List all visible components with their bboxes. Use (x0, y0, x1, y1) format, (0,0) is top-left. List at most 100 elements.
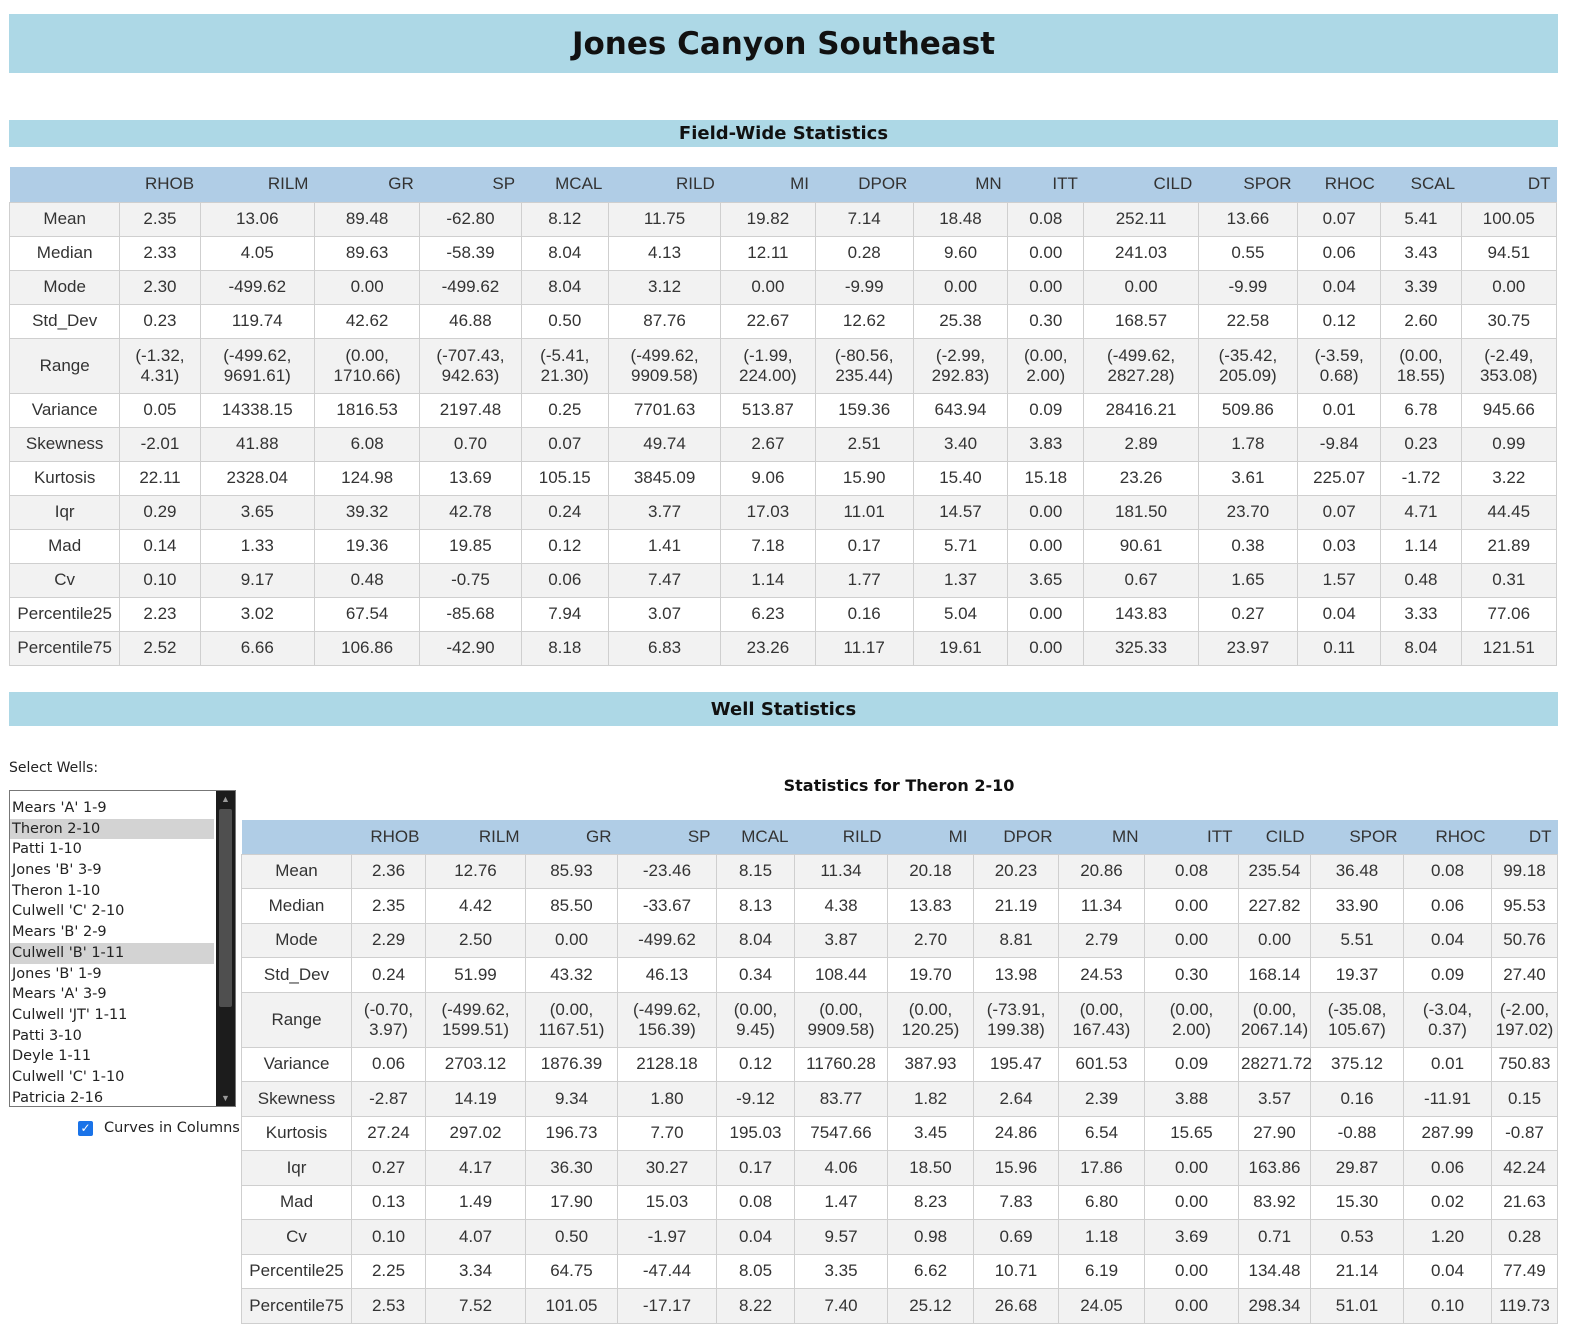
well-table-cell: 6.80 (1058, 1184, 1145, 1220)
well-table-cell: 7547.66 (794, 1115, 888, 1151)
well-table-cell: 0.01 (1403, 1046, 1492, 1082)
well-table-cell: 8.22 (716, 1288, 795, 1324)
well-option[interactable]: Mears 'B' 2-9 (12, 924, 107, 941)
well-option[interactable]: Culwell 'JT' 1-11 (12, 1006, 128, 1023)
field-table-cell: 121.51 (1460, 630, 1558, 666)
well-table-cell: 3.87 (794, 922, 888, 958)
field-table-range-part: (-499.62, (630, 345, 699, 365)
well-table-column-header: CILD (1238, 820, 1311, 854)
field-table-cell: 1.14 (720, 562, 816, 598)
well-option[interactable]: Jones 'B' 1-9 (12, 965, 102, 982)
well-table-cell: 0.69 (973, 1219, 1059, 1255)
well-option[interactable]: Patti 3-10 (12, 1027, 82, 1044)
field-table-cell: (-2.49, 353.08) (1460, 337, 1558, 394)
well-option[interactable]: Mears 'A' 1-9 (12, 800, 107, 816)
field-table-range-part: 21.30) (540, 365, 589, 385)
field-table-cell: 106.86 (313, 630, 421, 666)
field-table-cell: 5.41 (1380, 201, 1462, 237)
well-table-range-part: (-35.08, (1327, 999, 1387, 1019)
well-table-range-part: 2.00) (1172, 1019, 1211, 1039)
field-table-cell: 0.29 (119, 494, 201, 530)
field-table-cell: 3.39 (1380, 269, 1462, 305)
well-table-cell: 8.15 (716, 853, 795, 889)
field-table-cell: 0.24 (520, 494, 609, 530)
well-option[interactable]: Theron 2-10 (10, 818, 214, 840)
well-table-cell: 20.23 (973, 853, 1059, 889)
field-table-cell: 0.31 (1460, 562, 1558, 598)
field-table-cell: 90.61 (1083, 528, 1199, 564)
field-table-cell: 2.30 (119, 269, 201, 305)
well-option[interactable]: Culwell 'B' 1-11 (10, 942, 214, 964)
field-table-cell: 0.48 (313, 562, 421, 598)
field-table-cell: 0.10 (119, 562, 201, 598)
field-table-range-part: 4.31) (140, 365, 180, 385)
field-table-cell: 9.06 (720, 460, 816, 496)
well-option[interactable]: Deyle 1-11 (12, 1048, 92, 1065)
well-table-cell: 0.04 (1403, 1253, 1492, 1289)
field-table-cell: 4.71 (1380, 494, 1462, 530)
field-table-cell: 1816.53 (313, 392, 421, 428)
field-table-cell: 225.07 (1297, 460, 1382, 496)
field-table-cell: 17.03 (720, 494, 816, 530)
field-table-cell: 15.90 (814, 460, 914, 496)
well-table-cell: 1.18 (1058, 1219, 1145, 1255)
field-table-cell: 12.11 (720, 235, 816, 271)
well-option[interactable]: Jones 'B' 3-9 (12, 862, 102, 879)
field-table-cell: (0.00, 1710.66) (313, 337, 421, 394)
well-table-cell: 64.75 (525, 1253, 618, 1289)
well-table-cell: 101.05 (525, 1288, 618, 1324)
field-table-cell: 39.32 (313, 494, 421, 530)
field-table-cell: 0.14 (119, 528, 201, 564)
field-table-cell: 0.07 (1297, 494, 1382, 530)
curves-in-columns-checkbox[interactable]: ✓ (78, 1120, 93, 1136)
well-table-cell: 12.76 (425, 853, 526, 889)
well-table-cell: (0.00, 120.25) (887, 991, 974, 1048)
field-table-cell: 168.57 (1083, 303, 1199, 339)
well-table-cell: 26.68 (973, 1288, 1059, 1324)
field-table-cell: 14338.15 (199, 392, 315, 428)
well-table-row: Median 2.35 4.42 85.50 -33.67 8.13 4.38 13.83 21… (241, 888, 1558, 924)
field-table-cell: 1.57 (1297, 562, 1382, 598)
field-table-cell: 643.94 (912, 392, 1009, 428)
well-table-cell: 21.19 (973, 888, 1059, 924)
well-list-scrollbar[interactable]: ▲ ▼ (216, 791, 235, 1106)
field-table-cell: 15.40 (912, 460, 1009, 496)
field-table-cell: -499.62 (199, 269, 315, 305)
well-table-cell: 168.14 (1238, 957, 1311, 993)
field-table-cell: 6.83 (607, 630, 722, 666)
field-table-cell: 0.55 (1197, 235, 1299, 271)
well-table-cell: 0.17 (716, 1150, 795, 1186)
field-table-cell: 0.25 (520, 392, 609, 428)
field-table-range-part: 18.55) (1396, 365, 1446, 385)
well-table-cell: 95.53 (1491, 888, 1558, 924)
well-option[interactable]: Culwell 'C' 2-10 (12, 903, 125, 920)
well-statistics-heading: Well Statistics (9, 692, 1558, 726)
field-table-cell: (-3.59, 0.68) (1297, 337, 1382, 394)
well-table-column-header: ITT (1144, 820, 1239, 854)
scroll-down-arrow-icon[interactable]: ▼ (221, 1093, 230, 1103)
field-table-cell: (-80.56, 235.44) (814, 337, 914, 394)
field-table-cell: 42.78 (419, 494, 522, 530)
scroll-thumb[interactable] (219, 809, 232, 1007)
well-table-cell: 2.50 (425, 922, 526, 958)
scroll-up-arrow-icon[interactable]: ▲ (221, 794, 230, 804)
well-option[interactable]: Patricia 2-16 (12, 1089, 104, 1106)
field-table-cell: 0.04 (1297, 269, 1382, 305)
field-table-range-part: 2827.28) (1107, 365, 1175, 385)
well-table-cell: 1.20 (1403, 1219, 1492, 1255)
well-option[interactable]: Theron 1-10 (12, 882, 101, 899)
field-table-cell: -42.90 (419, 630, 522, 666)
field-table-cell: (0.00, 18.55) (1380, 337, 1462, 394)
well-option[interactable]: Patti 1-10 (12, 841, 82, 858)
field-table-cell: 159.36 (814, 392, 914, 428)
well-option[interactable]: Culwell 'C' 1-10 (12, 1068, 125, 1085)
well-option[interactable]: Mears 'A' 3-9 (12, 986, 107, 1003)
curves-in-columns-option[interactable]: ✓ Curves in Columns (78, 1120, 240, 1136)
well-table-row-label: Mean (241, 853, 352, 889)
field-table-cell: 945.66 (1460, 392, 1558, 428)
well-select-listbox[interactable]: Mears 'A' 1-9 Theron 2-10 Patti 1-10 Jones … (9, 790, 236, 1107)
well-table-cell: 85.93 (525, 853, 618, 889)
well-table-row: Mad 0.13 1.49 17.90 15.03 0.08 1.47 8.23 7.83 6.8… (241, 1184, 1558, 1220)
field-wide-statistics-heading: Field-Wide Statistics (9, 120, 1558, 147)
field-table-cell: 2.52 (119, 630, 201, 666)
